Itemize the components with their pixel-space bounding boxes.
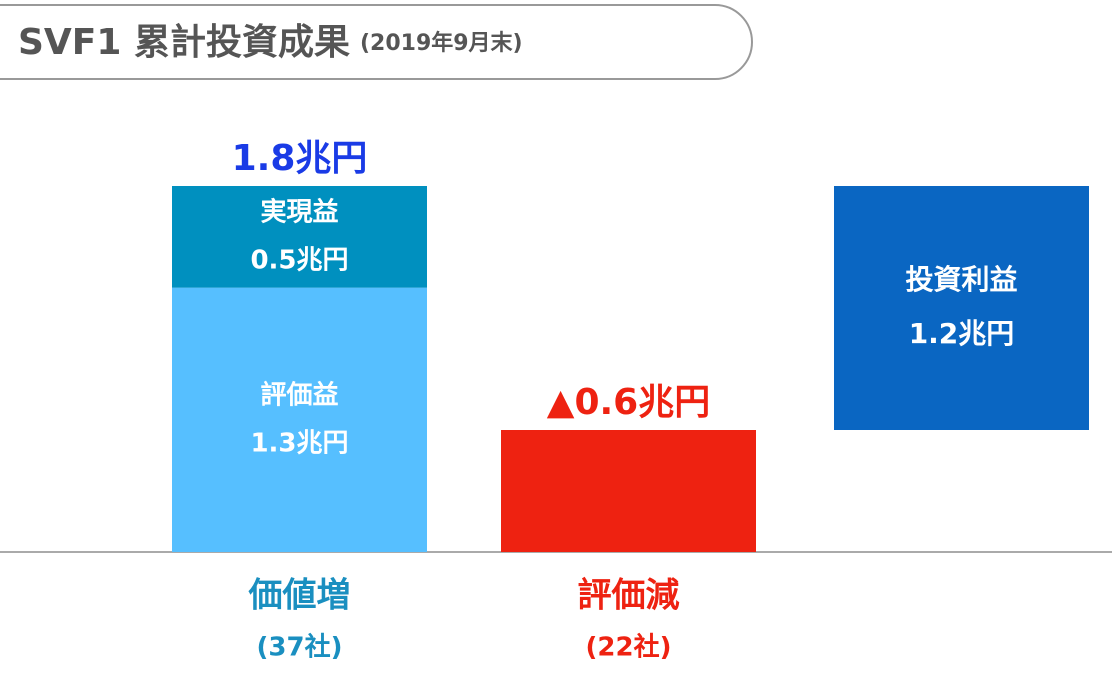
segment-value-label: 1.3兆円 [250, 428, 348, 458]
total-label: 1.8兆円 [232, 138, 368, 179]
category-note: (37社) [257, 632, 343, 663]
value-label: ▲0.6兆円 [547, 382, 710, 423]
segment-label: 評価益 [260, 379, 338, 410]
value-label: 1.2兆円 [909, 317, 1015, 350]
bar-segment [172, 186, 427, 288]
category-label: 価値増 [248, 576, 351, 616]
category-label: 評価減 [578, 576, 680, 616]
bar-segment [172, 287, 427, 552]
chart-title-group: SVF1 累計投資成果 (2019年9月末) [18, 22, 523, 63]
chart-subtitle: (2019年9月末) [360, 30, 523, 56]
title-box [0, 4, 753, 80]
chart-title: SVF1 累計投資成果 [18, 22, 350, 63]
bar [501, 430, 756, 552]
segment-label: 実現益 [260, 196, 338, 227]
bar-label: 投資利益 [905, 263, 1017, 296]
category-note: (22社) [586, 632, 672, 663]
bar [834, 186, 1089, 430]
segment-value-label: 0.5兆円 [250, 245, 348, 275]
